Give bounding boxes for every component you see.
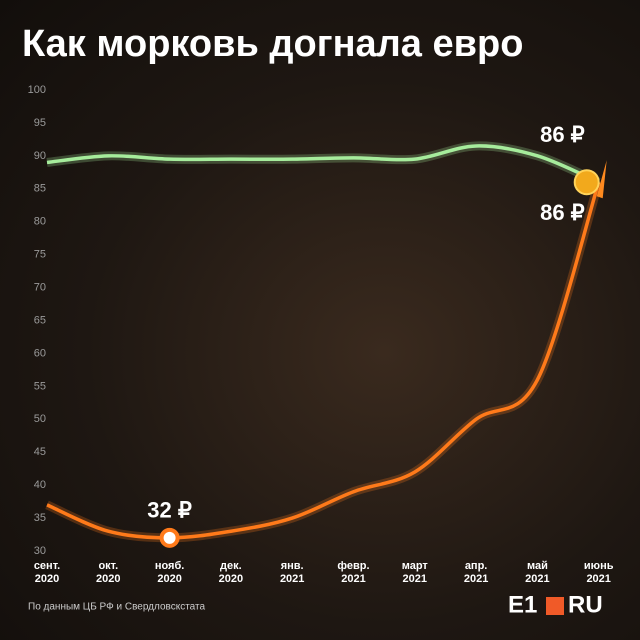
x-tick-label: сент. 2020 (33, 560, 61, 585)
data-label: 86 ₽ (540, 200, 585, 225)
y-tick-label: 85 (34, 183, 46, 195)
carrot-icon (596, 160, 607, 199)
logo-left: E1 (508, 591, 537, 618)
x-tick-label: апр. 2021 (463, 560, 489, 585)
x-tick-label: июнь 2021 (583, 560, 614, 585)
y-tick-label: 35 (34, 512, 46, 524)
logo-right: RU (568, 591, 603, 618)
x-tick-label: янв. 2021 (279, 560, 305, 585)
chart-title: Как морковь догнала евро (22, 23, 523, 65)
y-tick-label: 100 (28, 84, 46, 96)
y-tick-label: 80 (34, 216, 46, 228)
logo-square (546, 597, 564, 615)
y-tick-label: 45 (34, 446, 46, 458)
coin-icon (573, 169, 600, 196)
x-tick-label: нояб. 2020 (154, 560, 185, 585)
x-tick-label: февр. 2021 (337, 560, 370, 585)
y-tick-label: 95 (34, 117, 46, 129)
x-tick-label: май 2021 (525, 560, 550, 585)
y-tick-label: 75 (34, 249, 46, 261)
source: По данным ЦБ РФ и Свердловскстата (28, 602, 205, 613)
y-tick-label: 40 (34, 479, 46, 491)
x-tick-label: дек. 2020 (218, 560, 244, 585)
y-tick-label: 30 (34, 545, 46, 557)
y-tick-label: 90 (34, 150, 46, 162)
data-label: 86 ₽ (540, 122, 585, 147)
data-label: 32 ₽ (147, 498, 192, 523)
y-tick-label: 50 (34, 413, 46, 425)
x-tick-label: окт. 2020 (96, 560, 121, 585)
line (46, 181, 601, 540)
point-marker (159, 527, 180, 548)
x-tick-label: март 2021 (401, 560, 428, 585)
y-tick-label: 55 (34, 380, 46, 392)
line (46, 144, 600, 184)
y-tick-label: 65 (34, 314, 46, 326)
line-glow (45, 180, 603, 543)
y-tick-label: 60 (34, 347, 46, 359)
y-tick-label: 70 (34, 281, 46, 293)
